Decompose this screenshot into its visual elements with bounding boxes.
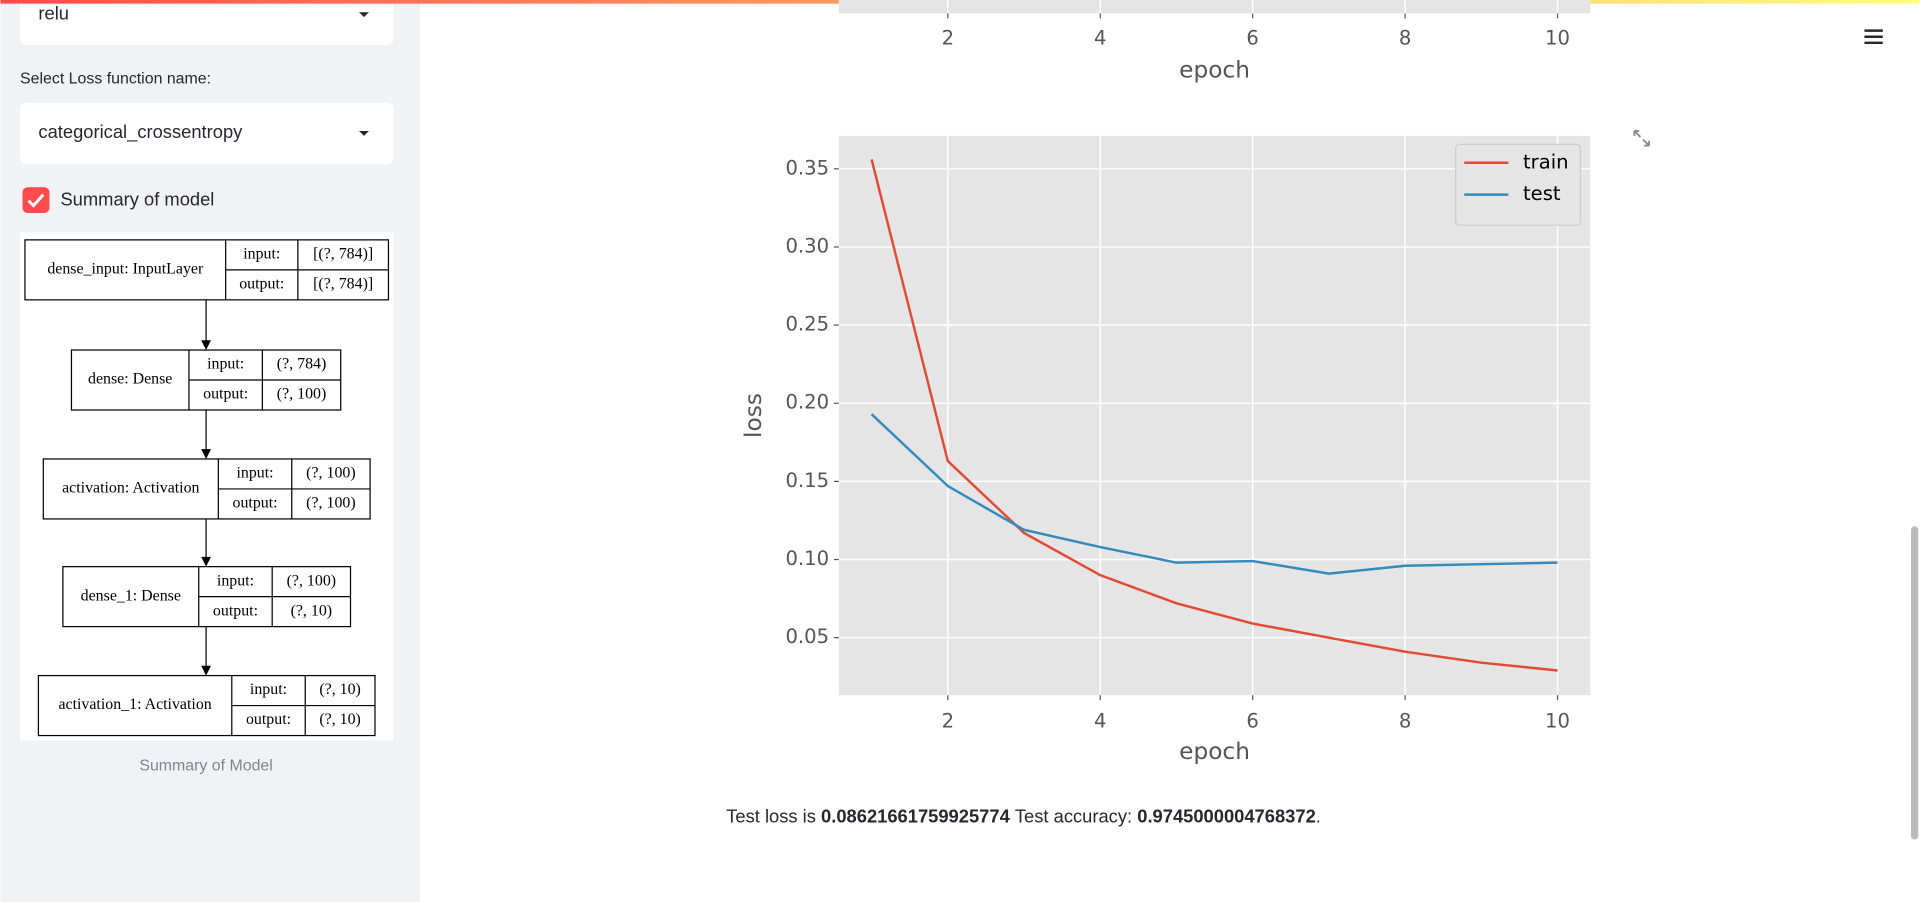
diagram-node: activation_1: Activation input: output: (?,… bbox=[37, 674, 376, 737]
select-value: categorical_crossentropy bbox=[38, 121, 243, 143]
legend-label: train bbox=[1523, 150, 1569, 173]
legend: train test bbox=[1455, 143, 1582, 226]
port-shape: (?, 100) bbox=[306, 465, 355, 482]
x-tick-label: 10 bbox=[1545, 710, 1570, 733]
activation-select[interactable] bbox=[20, 0, 394, 46]
fullscreen-button[interactable] bbox=[1633, 130, 1650, 147]
port-label: output: bbox=[213, 602, 258, 619]
arrowhead bbox=[201, 556, 211, 567]
port-label: output: bbox=[239, 276, 284, 293]
plot-area bbox=[838, 135, 1591, 696]
diagram-node: dense_input: InputLayer input: output: [(?,… bbox=[24, 239, 390, 301]
y-tick-label: 0.05 bbox=[785, 625, 829, 648]
diagram-nodes: dense_input: InputLayer input: output: [(?,… bbox=[24, 239, 390, 737]
port-label: output: bbox=[203, 386, 248, 403]
port-shape: [(?, 784)] bbox=[313, 246, 373, 263]
result-accuracy: 0.9745000004768372 bbox=[1137, 805, 1316, 826]
y-tick-label: 0.25 bbox=[785, 313, 829, 336]
y-tick-label: 0.35 bbox=[785, 156, 829, 179]
node-name: activation_1: Activation bbox=[58, 696, 211, 713]
y-tick-label: 0.30 bbox=[785, 234, 829, 257]
diagram-node: activation: Activation input: output: (?, 1… bbox=[42, 458, 371, 520]
checkbox[interactable] bbox=[22, 187, 50, 213]
port-label: input: bbox=[243, 246, 280, 263]
node-name: dense_input: InputLayer bbox=[47, 261, 204, 278]
arrowhead bbox=[201, 340, 211, 351]
result-label: Test loss is bbox=[726, 805, 816, 826]
port-label: input: bbox=[217, 572, 254, 589]
diagram-node: dense_1: Dense input: output: (?, 100) (?, 1… bbox=[62, 566, 352, 628]
y-tick-label: 0.10 bbox=[785, 547, 829, 570]
checkmark bbox=[27, 193, 45, 208]
port-shape: (?, 10) bbox=[319, 711, 361, 728]
y-axis-label: loss bbox=[740, 393, 767, 438]
x-tick-label: 2 bbox=[942, 27, 954, 50]
select-label: Select Loss function name: bbox=[20, 71, 211, 88]
x-axis-label: epoch bbox=[1179, 56, 1250, 83]
port-shape: (?, 10) bbox=[291, 602, 333, 619]
port-shape: (?, 100) bbox=[277, 386, 326, 403]
scrollbar[interactable] bbox=[1910, 526, 1919, 840]
x-tick-label: 10 bbox=[1545, 27, 1570, 50]
x-tick-label: 4 bbox=[1094, 27, 1106, 50]
x-tick-label: 8 bbox=[1399, 710, 1411, 733]
port-label: input: bbox=[236, 465, 273, 482]
diagram-node: dense: Dense input: output: (?, 784) (?, 100… bbox=[70, 349, 342, 411]
dropdown-arrow bbox=[359, 12, 369, 18]
y-tick-label: 0.20 bbox=[785, 391, 829, 414]
line-series bbox=[870, 159, 1558, 672]
port-shape: (?, 784) bbox=[277, 356, 326, 373]
dropdown-arrow bbox=[359, 130, 369, 136]
x-axis-label: epoch bbox=[1179, 738, 1250, 765]
legend-label: test bbox=[1523, 182, 1561, 205]
arrowhead bbox=[201, 449, 211, 459]
result-loss: 0.08621661759925774 bbox=[821, 805, 1011, 826]
x-tick-label: 6 bbox=[1246, 27, 1258, 50]
select-value: relu bbox=[38, 3, 69, 24]
x-tick-label: 4 bbox=[1094, 710, 1106, 733]
arrowhead bbox=[201, 665, 211, 676]
loss-select[interactable] bbox=[20, 102, 394, 164]
checkbox-label[interactable]: Summary of model bbox=[60, 189, 214, 210]
port-shape: (?, 100) bbox=[287, 572, 336, 589]
port-label: output: bbox=[246, 711, 291, 728]
y-tick-label: 0.15 bbox=[785, 469, 829, 492]
port-label: input: bbox=[250, 681, 287, 698]
x-tick-label: 2 bbox=[942, 710, 954, 733]
node-name: dense: Dense bbox=[88, 371, 172, 388]
plot-area bbox=[838, 0, 1591, 14]
x-tick-label: 6 bbox=[1246, 710, 1258, 733]
result-text: Test loss is 0.08621661759925774 Test ac… bbox=[726, 805, 1321, 826]
legend-box bbox=[1455, 143, 1582, 226]
port-label: output: bbox=[233, 495, 278, 512]
line-series bbox=[870, 413, 1558, 575]
port-label: input: bbox=[207, 356, 244, 373]
image-caption: Summary of Model bbox=[139, 757, 272, 774]
port-shape: [(?, 784)] bbox=[313, 276, 373, 293]
node-name: activation: Activation bbox=[62, 480, 199, 497]
node-name: dense_1: Dense bbox=[81, 587, 181, 604]
result-label: Test accuracy: bbox=[1015, 805, 1132, 826]
menu-button[interactable] bbox=[1864, 29, 1883, 45]
port-shape: (?, 10) bbox=[319, 681, 361, 698]
charts: 2 4 6 8 10 epoch 2 4 6 8 10 0.05 0.10 0.15 0.20 0.25 0.3… bbox=[740, 0, 1591, 765]
result-end: . bbox=[1316, 805, 1321, 826]
x-tick-label: 8 bbox=[1399, 27, 1411, 50]
port-shape: (?, 100) bbox=[306, 495, 355, 512]
